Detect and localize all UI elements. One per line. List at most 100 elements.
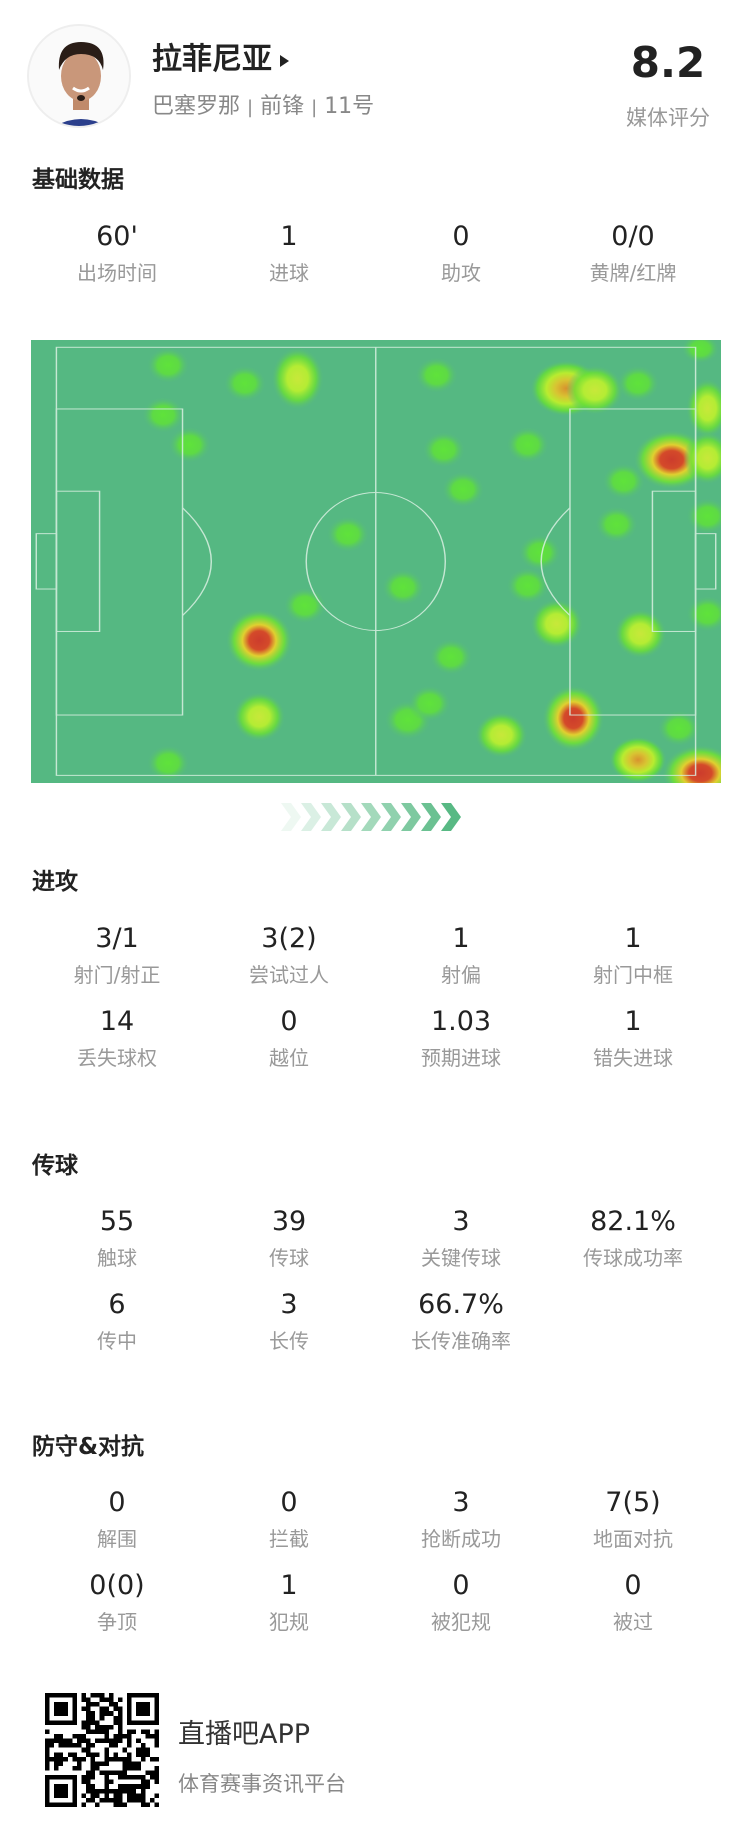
separator: |: [247, 97, 254, 118]
stat-attack: 1 射偏: [375, 922, 547, 988]
heat-spot: [271, 346, 324, 410]
stat-label: 拦截: [269, 1527, 309, 1551]
stat-value: 0: [108, 1487, 126, 1518]
stat-value: 66.7%: [418, 1289, 504, 1320]
stat-label: 长传: [269, 1329, 309, 1353]
heat-spot: [225, 608, 293, 672]
stat-basic: 0 助攻: [375, 220, 547, 286]
heat-spot: [415, 356, 459, 394]
stat-value: 7(5): [605, 1487, 661, 1518]
heat-spot: [686, 595, 721, 633]
stat-value: 0/0: [611, 221, 655, 252]
chevron-right-icon: [301, 803, 321, 831]
section-title-basic: 基础数据: [32, 167, 124, 193]
stat-value: 1: [280, 221, 298, 252]
stat-defense: 0 被犯规: [375, 1569, 547, 1635]
heat-spot: [530, 598, 583, 649]
stat-value: 0: [452, 221, 470, 252]
heat-spot: [609, 736, 667, 783]
player-name-text: 拉菲尼亚: [152, 42, 272, 77]
player-name[interactable]: 拉菲尼亚: [152, 34, 289, 78]
player-photo-icon: [29, 26, 129, 126]
rating-label: 媒体评分: [626, 106, 710, 130]
rating-value: 8.2: [630, 38, 706, 87]
heat-spot: [381, 569, 425, 606]
play-arrow-icon: [280, 54, 289, 67]
stat-value: 1: [452, 923, 470, 954]
heatmap-pitch: [31, 340, 721, 783]
chevron-right-icon: [281, 803, 301, 831]
stat-label: 射偏: [441, 963, 481, 987]
stat-value: 1: [624, 1006, 642, 1037]
chevron-right-icon: [381, 803, 401, 831]
stat-label: 传中: [97, 1329, 137, 1353]
stat-value: 3: [280, 1289, 298, 1320]
player-info: 巴塞罗那 | 前锋 | 11号: [152, 88, 374, 120]
heat-spot: [223, 365, 267, 402]
shirt-number: 11号: [324, 94, 375, 119]
heat-spot: [657, 710, 701, 747]
heat-spot: [681, 340, 720, 364]
stat-value: 0: [452, 1570, 470, 1601]
stat-value: 14: [99, 1006, 135, 1037]
player-avatar[interactable]: [27, 24, 131, 128]
stat-label: 越位: [269, 1046, 309, 1070]
stat-attack: 3(2) 尝试过人: [203, 922, 375, 988]
stat-label: 黄牌/红牌: [589, 261, 677, 285]
stat-label: 争顶: [97, 1610, 137, 1634]
heat-spot: [283, 587, 327, 624]
stat-value: 60': [96, 221, 138, 252]
stat-passing: 3 关键传球: [375, 1205, 547, 1271]
stat-label: 射门中框: [593, 963, 673, 987]
stat-label: 错失进球: [593, 1046, 673, 1070]
stat-value: 39: [271, 1206, 307, 1237]
stat-passing: 66.7% 长传准确率: [375, 1288, 547, 1354]
heat-spot: [686, 497, 721, 535]
stat-label: 预期进球: [421, 1046, 501, 1070]
heat-spot: [542, 685, 605, 752]
stat-attack: 0 越位: [203, 1005, 375, 1071]
chevron-right-icon: [441, 803, 461, 831]
heat-spot: [683, 431, 721, 485]
stat-value: 1.03: [430, 1006, 492, 1037]
stat-label: 传球: [269, 1246, 309, 1270]
stat-label: 尝试过人: [249, 963, 329, 987]
stat-attack: 14 丢失球权: [31, 1005, 203, 1071]
stat-defense: 0(0) 争顶: [31, 1569, 203, 1635]
position: 前锋: [260, 94, 305, 119]
chevron-right-icon: [321, 803, 341, 831]
stat-label: 地面对抗: [593, 1527, 673, 1551]
stat-defense: 3 抢断成功: [375, 1486, 547, 1552]
stat-value: 0(0): [89, 1570, 145, 1601]
stat-basic: 0/0 黄牌/红牌: [547, 220, 719, 286]
stat-label: 长传准确率: [411, 1329, 511, 1353]
stat-value: 0: [280, 1487, 298, 1518]
stat-passing: 82.1% 传球成功率: [547, 1205, 719, 1271]
stat-passing: 55 触球: [31, 1205, 203, 1271]
stat-value: 6: [108, 1289, 126, 1320]
stat-value: 3(2): [261, 923, 317, 954]
heat-spot: [232, 691, 286, 742]
stat-defense: 0 拦截: [203, 1486, 375, 1552]
stat-attack: 1 射门中框: [547, 922, 719, 988]
stat-defense: 0 被过: [547, 1569, 719, 1635]
stat-value: 0: [624, 1570, 642, 1601]
heat-spot: [566, 365, 624, 415]
stat-label: 解围: [97, 1527, 137, 1551]
heat-spot: [168, 426, 212, 464]
stat-basic: 1 进球: [203, 220, 375, 286]
section-title-attack: 进攻: [32, 869, 78, 895]
heat-spot: [506, 426, 550, 464]
stat-label: 助攻: [441, 261, 481, 285]
heat-spot: [518, 534, 562, 571]
heat-spot: [602, 463, 646, 500]
stat-label: 传球成功率: [583, 1246, 683, 1270]
heat-spot: [616, 365, 660, 402]
stat-label: 射门/射正: [73, 963, 161, 987]
stat-label: 被犯规: [431, 1610, 491, 1634]
chevron-right-icon: [361, 803, 381, 831]
section-title-passing: 传球: [32, 1153, 78, 1179]
stat-attack: 3/1 射门/射正: [31, 922, 203, 988]
heat-spot: [146, 744, 190, 782]
app-name: 直播吧APP: [178, 1719, 311, 1750]
